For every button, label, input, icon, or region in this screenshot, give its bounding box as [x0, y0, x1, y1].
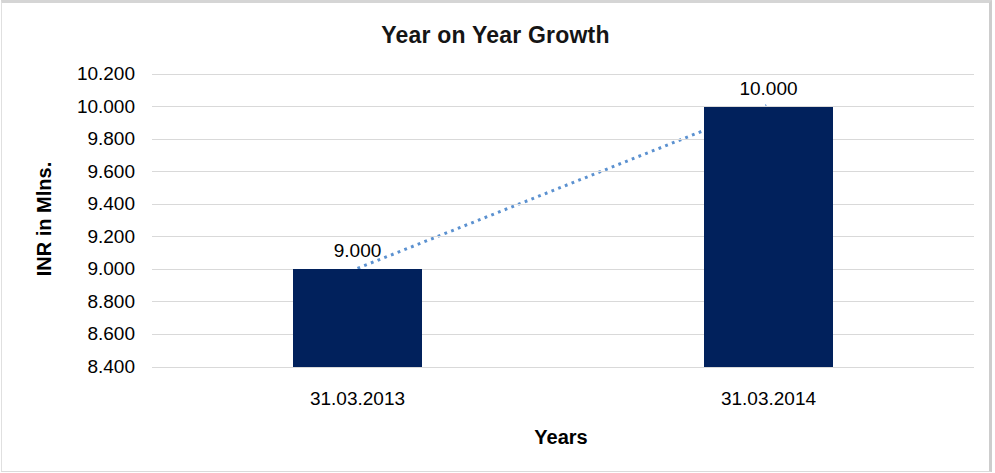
chart-image: Year on Year Growth INR in Mlns. Years 8… [0, 0, 995, 473]
y-tick-label: 8.400 [38, 356, 135, 378]
gridline [152, 334, 974, 335]
gridline [152, 171, 974, 172]
bar-31.03.2014 [704, 107, 833, 367]
y-tick-label: 10.000 [38, 96, 135, 118]
y-tick-label: 8.600 [38, 323, 135, 345]
bar-31.03.2013 [293, 269, 422, 367]
y-tick-label: 9.000 [38, 258, 135, 280]
y-tick-label: 9.800 [38, 128, 135, 150]
chart-title: Year on Year Growth [2, 20, 989, 50]
x-axis-title: Years [491, 426, 631, 448]
y-tick-label: 9.200 [38, 226, 135, 248]
gridline [152, 236, 974, 237]
gridline [152, 204, 974, 205]
y-tick-label: 9.600 [38, 161, 135, 183]
x-category-label: 31.03.2013 [278, 388, 438, 410]
y-tick-label: 8.800 [38, 291, 135, 313]
gridline [152, 301, 974, 302]
gridline [152, 269, 974, 270]
y-tick-label: 10.200 [38, 63, 135, 85]
gridline [152, 106, 974, 107]
y-tick-label: 9.400 [38, 193, 135, 215]
gridline [152, 367, 974, 368]
x-category-label: 31.03.2014 [689, 388, 849, 410]
chart-frame: Year on Year Growth INR in Mlns. Years 8… [1, 0, 992, 472]
data-label: 10.000 [699, 78, 839, 100]
gridline [152, 74, 974, 75]
data-label: 9.000 [288, 240, 428, 262]
gridline [152, 139, 974, 140]
